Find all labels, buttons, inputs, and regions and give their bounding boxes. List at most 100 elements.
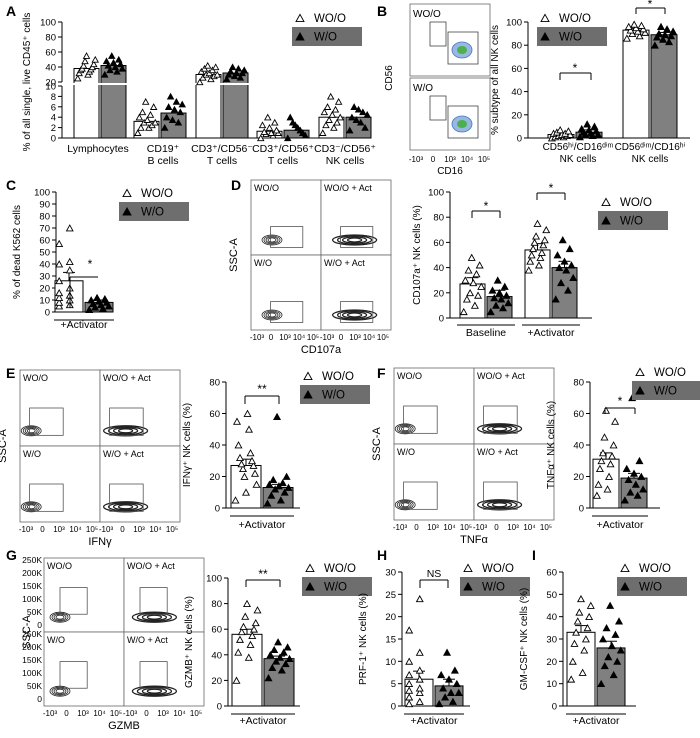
H-wo-point (405, 699, 414, 708)
I-wo-point (572, 628, 581, 636)
G-x-axis-label: +Activator (240, 715, 287, 727)
F-wo-point (609, 441, 618, 449)
F-legend-w-box (632, 381, 700, 400)
F-flow-contour (396, 500, 414, 510)
G-flow-x-tick: 10³ (77, 709, 89, 718)
D-wo-point (469, 278, 478, 287)
C-w-point (104, 302, 113, 310)
F-flow-x-tick: 0 (414, 523, 419, 532)
F-wo-point (600, 433, 609, 441)
G-flow-y-tick: 50K (27, 681, 42, 691)
I-wo-point (570, 639, 579, 647)
I-w-point (611, 630, 620, 638)
D-wo-point (537, 248, 546, 256)
D-wo-point (475, 261, 484, 269)
G-flow-x-tick: 0 (144, 709, 149, 718)
D-y-axis-label: CD107a⁺ NK cells (%) (412, 205, 423, 305)
A-point (240, 66, 249, 74)
A-point (256, 134, 265, 142)
F-flow-contour (491, 426, 508, 432)
I-w-point (616, 646, 625, 654)
E-y-tick-label: 20 (209, 472, 220, 483)
E-flow-contour (112, 503, 139, 511)
E-flow-gate (29, 407, 64, 436)
H-wo-point (415, 675, 424, 683)
G-y-tick-label: 0 (217, 702, 222, 713)
E-flow-x-tick: 10³ (53, 525, 65, 534)
D-wo-point (462, 295, 471, 303)
B-w-point (594, 130, 603, 138)
B-legend-wo-marker (540, 13, 550, 23)
D-group-label: Baseline (466, 327, 506, 339)
E-wo-point (238, 464, 248, 472)
C-w-point (87, 296, 96, 304)
B-wo-point (622, 34, 631, 42)
I-wo-point (575, 608, 584, 616)
D-flow-contour (265, 236, 279, 244)
B-w-bar (650, 34, 678, 139)
E-flow-plot-label: W/O (23, 449, 41, 459)
D-w-point (488, 286, 497, 294)
E-wo-point (231, 496, 240, 504)
F-wo-point (611, 417, 620, 425)
E-wo-point (237, 460, 246, 468)
H-y-tick-label: 10 (385, 657, 396, 668)
I-w-point (613, 657, 622, 665)
B-category-label: CD56ᵈⁱᵐ/CD16ʰⁱ (615, 142, 686, 153)
D-flow-plot-label: WO/O (254, 183, 279, 193)
E-flow-x-tick: 10⁴ (69, 525, 82, 534)
A-point (283, 134, 292, 142)
C-y-tick-label: 40 (39, 260, 50, 271)
F-flow-contour (398, 425, 412, 433)
H-w-point (443, 648, 452, 656)
G-flow-contour (55, 688, 65, 694)
B-wo-point (631, 23, 641, 32)
H-y-tick-label: 30 (385, 568, 396, 579)
I-w-point (597, 679, 606, 688)
A-point (334, 97, 343, 105)
D-w-point (500, 282, 509, 290)
A-point (160, 123, 169, 131)
E-flow-contour (20, 425, 42, 437)
A-point (151, 118, 160, 126)
G-flow-gate (139, 661, 168, 689)
D-y-tick-label: 60 (433, 238, 444, 249)
D-w-point (563, 286, 573, 294)
A-axis-break (73, 83, 100, 85)
A-point (102, 57, 111, 65)
B-w-point (660, 30, 670, 39)
E-wo-point (243, 409, 252, 417)
F-wo-point (601, 406, 611, 414)
C-wo-point (55, 298, 64, 306)
A-point (258, 121, 267, 129)
F-flow-x-tick: -10³ (393, 523, 408, 532)
A-point (318, 129, 327, 136)
G-wo-point (248, 631, 257, 639)
D-wo-point (527, 251, 536, 259)
A-legend-wo-label: WO/O (314, 13, 346, 25)
F-w-point (639, 485, 648, 493)
G-flow-y-tick: 0 (37, 620, 42, 630)
A-point (149, 103, 158, 110)
A-point (138, 108, 147, 116)
G-wo-point (234, 648, 243, 656)
G-legend-wo-marker (305, 563, 315, 573)
B-w-point (654, 29, 663, 37)
panel-B-letter: B (377, 3, 387, 19)
A-point (195, 78, 204, 86)
H-wo-point (415, 688, 424, 696)
G-w-point (266, 650, 275, 659)
E-legend-wo-label: WO/O (322, 371, 354, 383)
F-flow-x-tick: 10⁴ (443, 523, 456, 532)
B-wo-point (626, 26, 635, 34)
C-w-point (89, 299, 98, 307)
I-y-axis-label: GM-CSF⁺ NK cells (%) (519, 588, 530, 691)
E-wo-point (246, 449, 255, 457)
D-flow-gate (270, 226, 304, 248)
F-flow-contour (394, 499, 416, 511)
E-wo-point (249, 461, 258, 469)
I-w-point (615, 617, 624, 625)
H-legend-wo-label: WO/O (482, 563, 514, 575)
G-wo-point (242, 599, 252, 607)
A-point (106, 66, 114, 74)
